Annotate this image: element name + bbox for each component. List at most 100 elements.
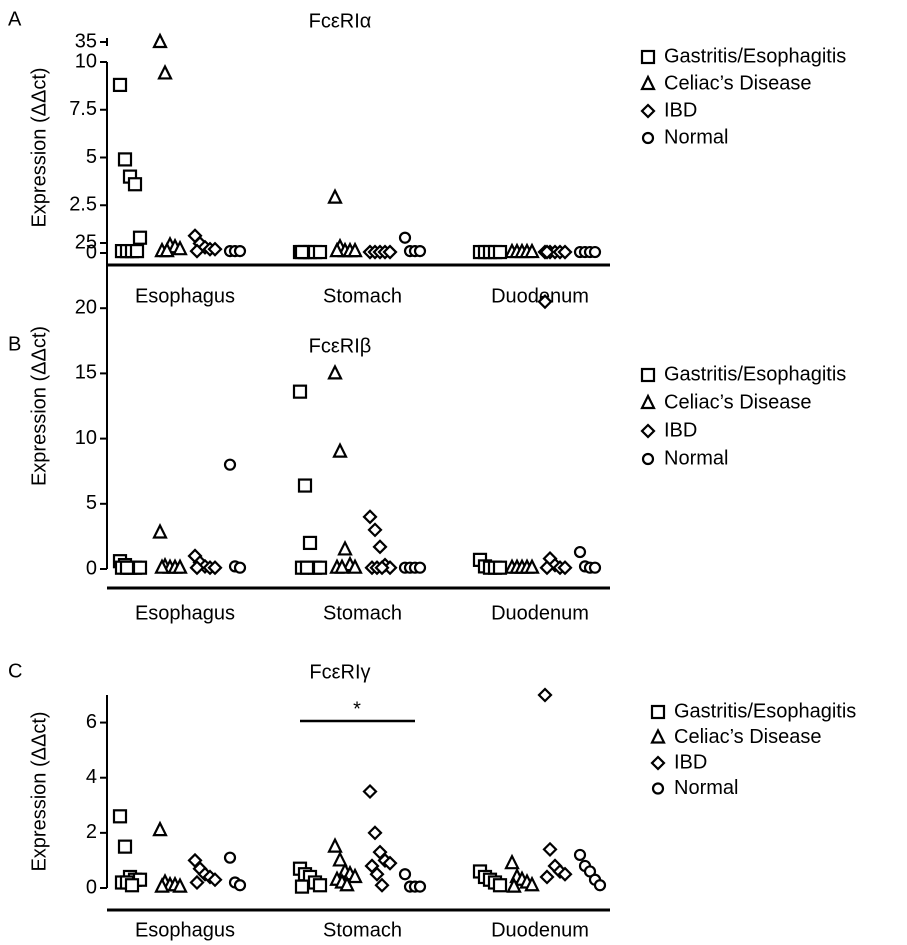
square-marker	[292, 384, 308, 399]
panel-label: A	[8, 8, 22, 30]
panel: B FcεRIβ Expression (ΔΔct) 0 5 10 15 20 25 Esopha…	[8, 231, 846, 624]
y-tick-label: 6	[86, 711, 97, 733]
diamond-marker	[557, 244, 573, 260]
triangle-marker	[347, 241, 363, 258]
diamond-marker	[367, 825, 383, 841]
circle-marker	[573, 848, 587, 862]
circle-marker	[573, 545, 587, 559]
circle-marker	[233, 879, 247, 892]
circle-marker	[413, 561, 427, 574]
square-marker	[492, 244, 508, 260]
square-marker	[312, 244, 328, 260]
square-marker	[119, 560, 135, 575]
x-tick-label: Duodenum	[491, 285, 589, 307]
diamond-marker	[382, 244, 398, 260]
square-marker	[124, 878, 140, 893]
circle-marker	[223, 851, 237, 864]
triangle-marker	[524, 875, 540, 892]
diamond-marker	[557, 560, 573, 576]
triangle-marker	[172, 558, 188, 574]
triangle-marker	[339, 875, 355, 892]
circle-marker	[223, 458, 237, 471]
square-marker	[297, 478, 313, 493]
legend-label: Gastritis/Esophagitis	[674, 700, 856, 722]
circle-marker	[233, 244, 247, 258]
triangle-marker	[524, 558, 540, 574]
triangle-marker	[159, 241, 175, 258]
diamond-marker	[189, 874, 205, 891]
diamond-marker	[207, 872, 223, 888]
diamond-marker	[640, 423, 656, 439]
diamond-marker	[362, 783, 378, 800]
triangle-marker	[327, 837, 343, 853]
circle-marker	[413, 244, 427, 258]
y-axis-label: Expression (ΔΔct)	[28, 67, 50, 227]
circle-marker	[588, 561, 602, 574]
triangle-marker	[334, 558, 350, 574]
circle-marker	[398, 231, 412, 244]
triangle-marker	[154, 558, 170, 574]
square-marker	[117, 152, 133, 167]
square-marker	[299, 560, 315, 575]
y-tick-label: 4	[86, 766, 97, 788]
y-axis-label: Expression (ΔΔct)	[28, 711, 50, 871]
circle-marker	[641, 452, 655, 466]
circle-marker	[641, 131, 655, 145]
circle-marker	[588, 245, 602, 259]
chart-title: FcεRIβ	[309, 335, 372, 357]
y-tick-label: 7.5	[69, 98, 97, 120]
triangle-marker	[524, 242, 540, 259]
y-tick-label: 2	[86, 821, 97, 843]
triangle-marker	[152, 32, 168, 49]
square-marker	[312, 878, 328, 893]
x-tick-label: Esophagus	[135, 285, 235, 307]
diamond-marker	[557, 866, 573, 882]
legend-label: IBD	[664, 419, 697, 441]
y-tick-label: 10	[75, 50, 97, 72]
y-tick-label: 25	[75, 231, 97, 253]
legend-label: IBD	[664, 99, 697, 121]
triangle-marker	[347, 867, 363, 884]
circle-marker	[651, 782, 665, 795]
square-marker	[112, 77, 128, 93]
diamond-marker	[539, 869, 555, 885]
y-tick-label: 2.5	[69, 194, 97, 216]
annotation: *	[353, 698, 361, 720]
triangle-marker	[347, 558, 363, 574]
triangle-marker	[327, 363, 343, 380]
y-tick-label: 0	[86, 876, 97, 898]
y-tick-label: 0	[86, 557, 97, 579]
diamond-marker	[537, 294, 553, 310]
square-marker	[294, 879, 310, 894]
circle-marker	[233, 561, 247, 574]
legend-label: Normal	[664, 447, 728, 469]
diamond-marker	[362, 509, 378, 525]
triangle-marker	[154, 877, 170, 893]
triangle-marker	[172, 877, 188, 893]
triangle-marker	[337, 539, 353, 556]
y-axis-label: Expression (ΔΔct)	[28, 326, 50, 486]
square-marker	[132, 560, 148, 575]
diamond-marker	[382, 855, 398, 871]
x-tick-label: Esophagus	[135, 919, 235, 941]
diamond-marker	[539, 244, 555, 260]
triangle-marker	[157, 64, 173, 80]
legend-label: Normal	[674, 777, 738, 799]
diamond-marker	[207, 560, 223, 576]
diamond-marker	[372, 539, 388, 555]
square-marker	[492, 560, 508, 575]
legend-label: Gastritis/Esophagitis	[664, 363, 846, 385]
legend-label: Celiac’s Disease	[664, 72, 811, 94]
square-marker	[312, 560, 328, 575]
square-marker	[129, 243, 145, 259]
triangle-marker	[650, 728, 666, 744]
square-marker	[117, 839, 133, 854]
y-tick-label: 0	[86, 241, 97, 263]
triangle-marker	[640, 74, 656, 91]
square-marker	[112, 809, 128, 824]
triangle-marker	[640, 393, 656, 410]
diamond-marker	[539, 560, 555, 576]
legend-label: Celiac’s Disease	[664, 391, 811, 413]
